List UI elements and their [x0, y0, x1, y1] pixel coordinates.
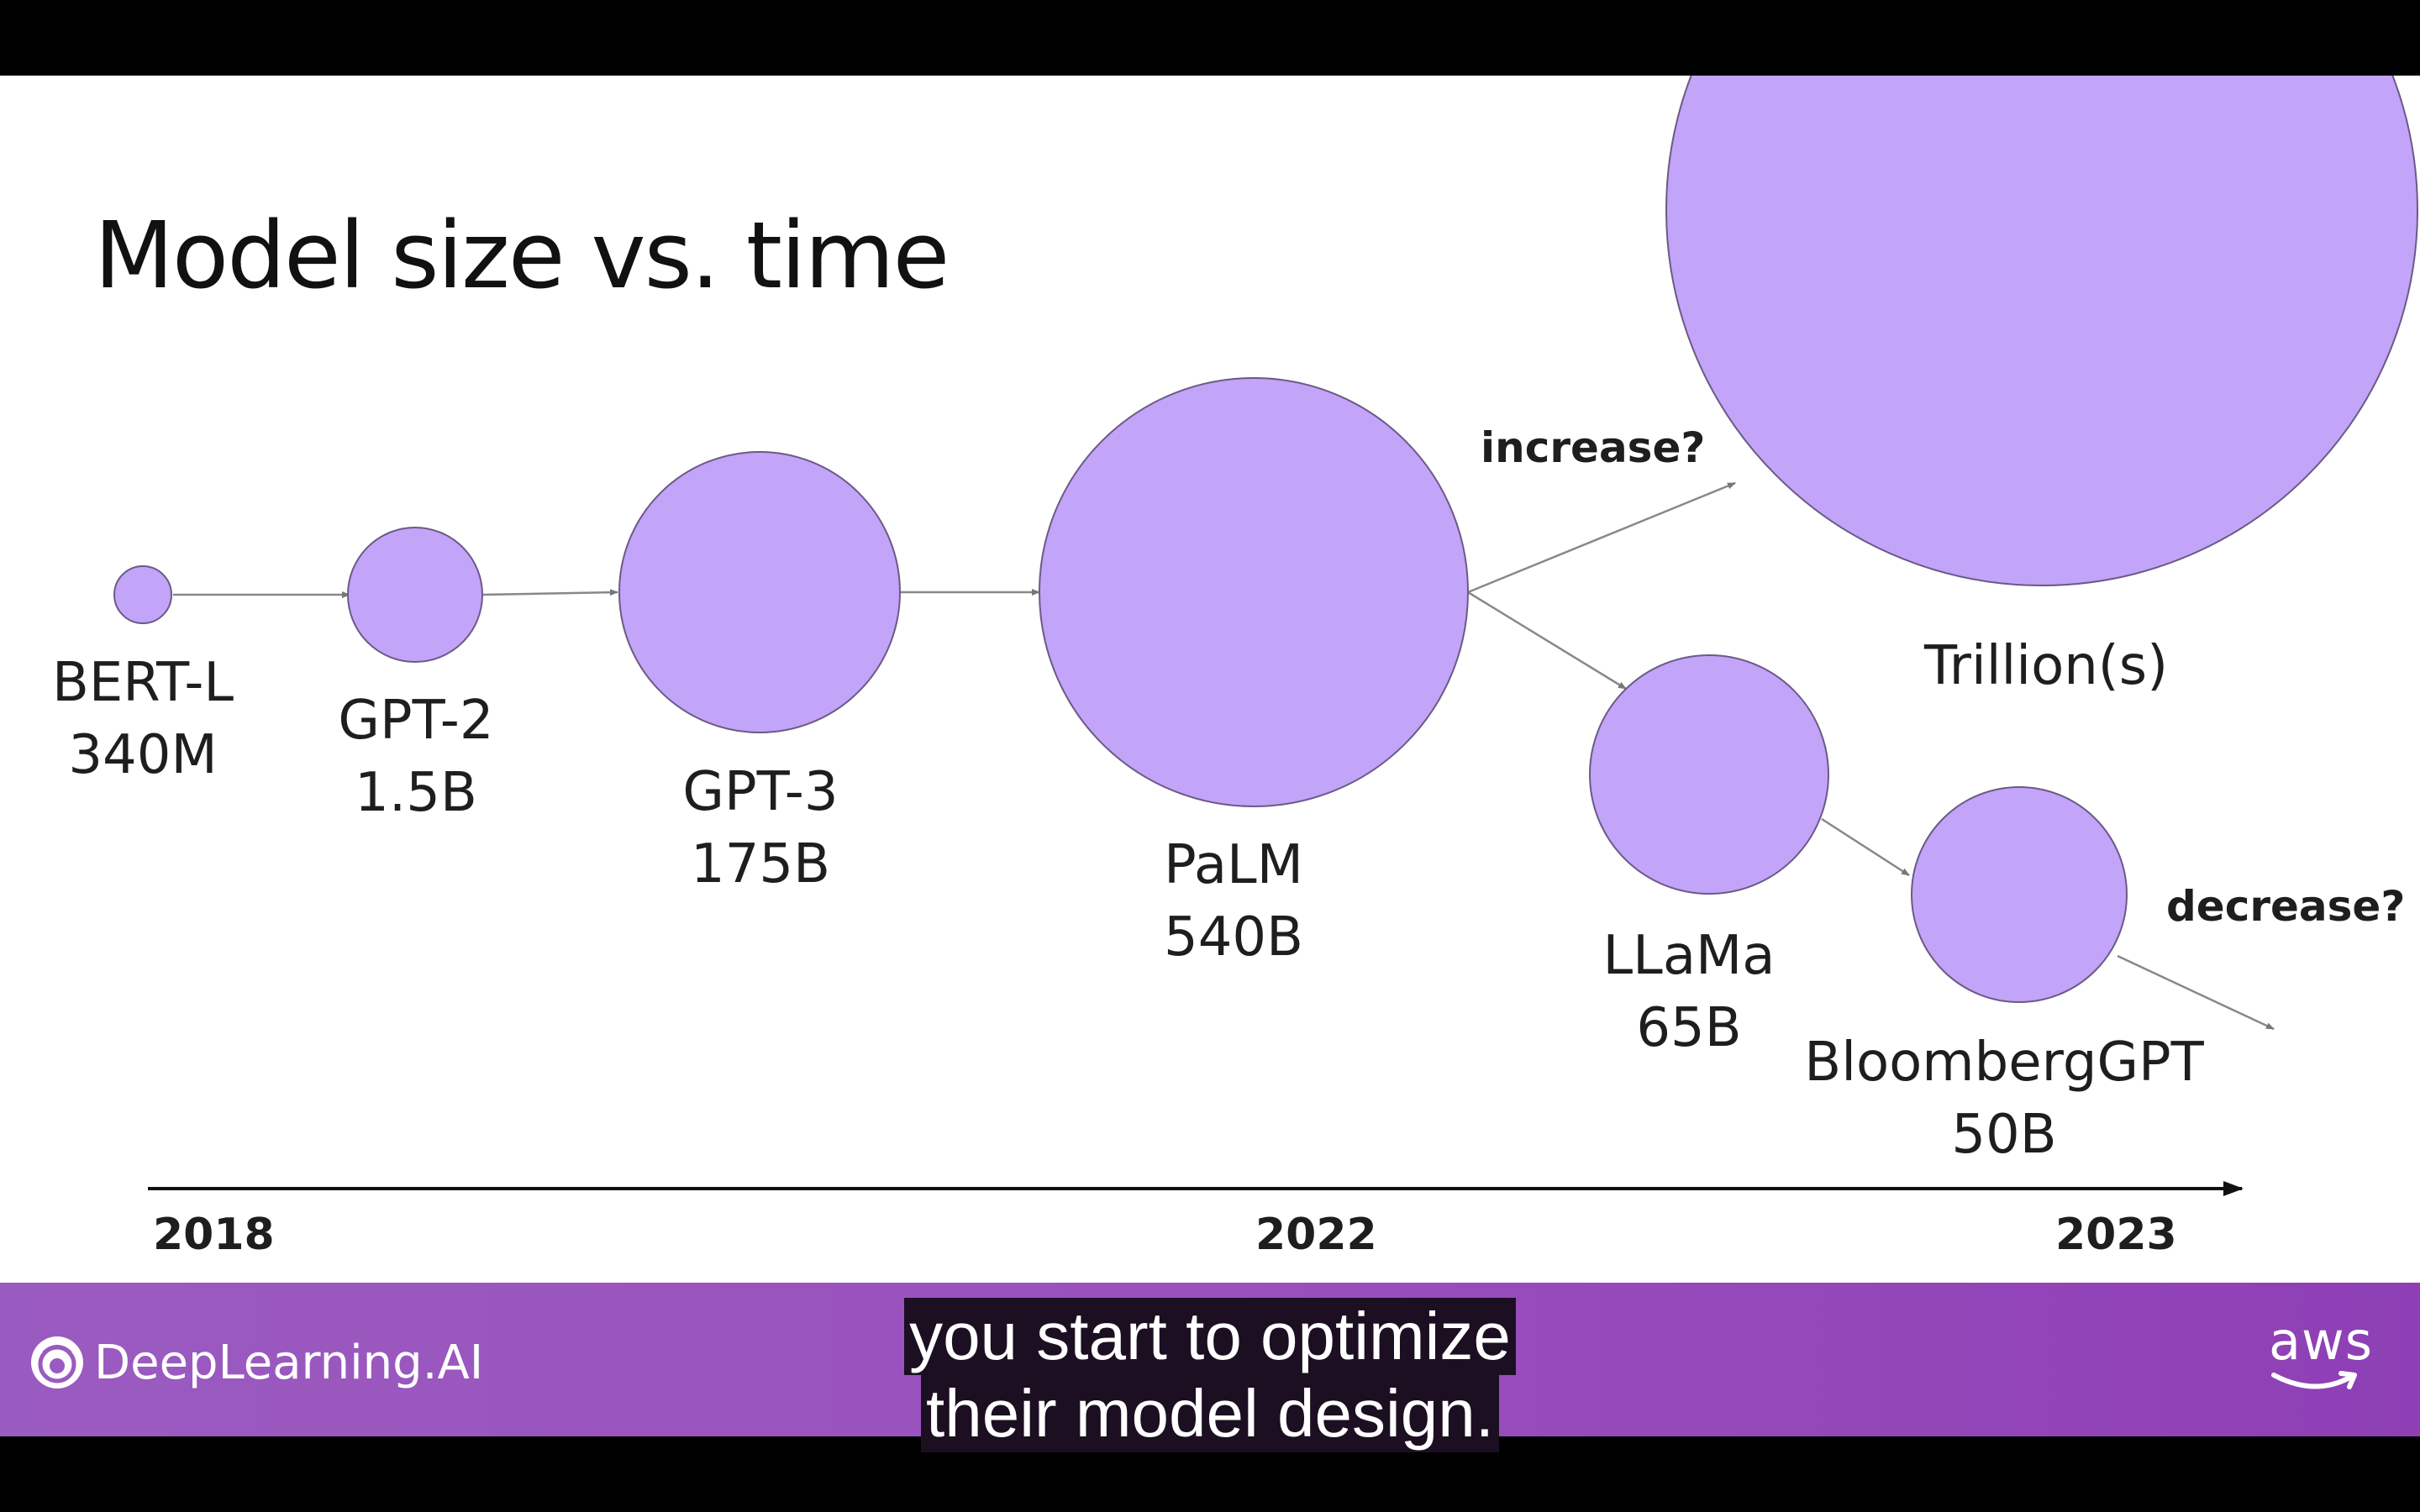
model-name: BERT-L [51, 652, 234, 714]
year-2023: 2023 [2055, 1210, 2177, 1260]
subtitle-captions: you start to optimize their model design… [0, 1298, 2420, 1452]
model-size-diagram [113, 76, 2418, 1196]
arrow-palm-increase [1467, 481, 1736, 594]
annotation-increase: increase? [1481, 423, 1706, 472]
label-gpt-3: GPT-3 175B [634, 756, 886, 900]
label-bert-l: BERT-L 340M [17, 647, 269, 791]
slide: Model size vs. time [0, 76, 2420, 1283]
model-size: 175B [690, 833, 831, 895]
aws-logo: aws [2269, 1310, 2374, 1409]
arrow-gpt2-gpt3 [481, 589, 618, 596]
label-bloomberggpt: BloombergGPT 50B [1752, 1026, 2256, 1171]
connector-arrows [173, 481, 2275, 1031]
model-size: 1.5B [355, 762, 477, 824]
model-name: BloombergGPT [1804, 1032, 2204, 1094]
year-2022: 2022 [1255, 1210, 1377, 1260]
bubble-llama [1589, 654, 1829, 895]
aws-smile-icon [2271, 1371, 2357, 1389]
bubble-palm [1039, 377, 1469, 807]
model-size: 50B [1951, 1104, 2057, 1166]
arrow-palm-llama [1467, 591, 1627, 690]
bubble-bloomberggpt [1911, 786, 2128, 1003]
caption-line-1: you start to optimize [904, 1298, 1516, 1375]
bubble-bert-l [113, 565, 172, 624]
model-size: 340M [68, 724, 218, 786]
bubble-trillions [1665, 76, 2418, 586]
aws-wordmark: aws [2269, 1310, 2374, 1372]
bubble-gpt-2 [347, 527, 483, 663]
arrow-llama-bloomberg [1821, 817, 1910, 877]
slide-title: Model size vs. time [94, 202, 950, 309]
model-name: LLaMa [1602, 925, 1776, 987]
label-gpt-2: GPT-2 1.5B [290, 685, 542, 829]
label-llama: LLaMa 65B [1563, 920, 1815, 1064]
year-2018: 2018 [153, 1210, 275, 1260]
deeplearning-ai-logo: DeepLearning.AI [29, 1333, 483, 1392]
model-bubbles [113, 76, 2418, 1003]
brand-name: DeepLearning.AI [94, 1335, 484, 1390]
label-trillions: Trillion(s) [1861, 630, 2231, 702]
annotation-decrease: decrease? [2166, 882, 2406, 931]
model-name: GPT-3 [682, 761, 839, 823]
model-size: 540B [1163, 906, 1304, 969]
arrow-bloomberg-decrease [2117, 954, 2275, 1031]
caption-line-2: their model design. [921, 1375, 1499, 1452]
model-name: PaLM [1164, 834, 1303, 896]
future-size: Trillion(s) [1923, 635, 2169, 697]
label-palm: PaLM 540B [1107, 829, 1360, 974]
bubble-gpt-3 [618, 451, 901, 733]
model-size: 65B [1636, 997, 1742, 1059]
deeplearning-ai-icon [31, 1336, 83, 1389]
model-name: GPT-2 [338, 690, 494, 752]
